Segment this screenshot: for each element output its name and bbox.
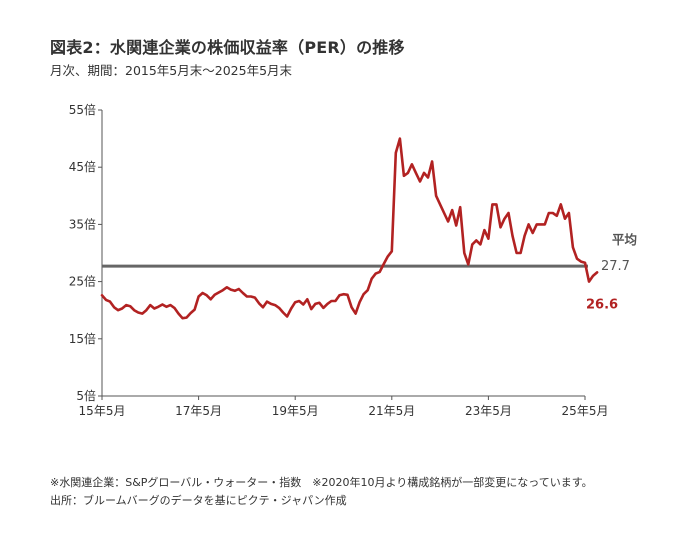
x-tick-label: 17年5月 (175, 404, 222, 418)
x-tick-label: 25年5月 (562, 404, 609, 418)
y-tick-label: 35倍 (69, 216, 96, 231)
chart-title: 図表2：水関連企業の株価収益率（PER）の推移 (50, 38, 405, 57)
chart-series (100, 137, 599, 320)
y-tick-label: 55倍 (69, 102, 96, 117)
last-value-label: 26.6 (586, 297, 618, 312)
x-tick-label: 19年5月 (272, 404, 319, 418)
per-series-line (100, 137, 599, 320)
x-tick-label: 23年5月 (465, 404, 512, 418)
y-tick-label: 45倍 (69, 159, 96, 174)
x-tick-label: 15年5月 (79, 404, 126, 418)
average-label: 平均 (612, 232, 637, 247)
chart-subtitle: 月次、期間：2015年5月末～2025年5月末 (50, 63, 293, 78)
y-tick-label: 5倍 (76, 388, 96, 403)
y-tick-label: 15倍 (69, 331, 96, 346)
footnote-index: ※水関連企業：S&Pグローバル・ウォーター・指数 ※2020年10月より構成銘柄… (50, 476, 593, 489)
average-reference: 平均 27.7 (102, 232, 637, 274)
y-tick-label: 25倍 (69, 274, 96, 289)
footnote-source: 出所：ブルームバーグのデータを基にピクテ・ジャパン作成 (50, 494, 347, 507)
chart-labels: 26.6 (586, 297, 618, 312)
average-value: 27.7 (601, 259, 630, 274)
x-tick-label: 21年5月 (368, 404, 415, 418)
